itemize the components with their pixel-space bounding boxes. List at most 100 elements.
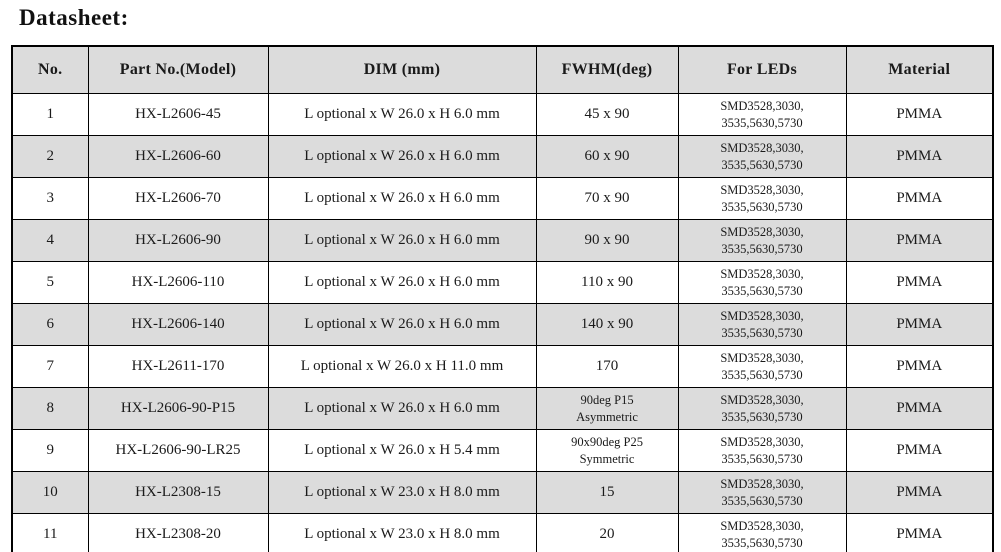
leds-line: 3535,5630,5730 — [721, 283, 803, 298]
leds-line: 3535,5630,5730 — [721, 157, 803, 172]
table-row: 1 HX-L2606-45 L optional x W 26.0 x H 6.0 … — [11, 93, 994, 136]
cell-fwhm: 170 — [535, 345, 679, 388]
cell-fwhm: 20 — [535, 513, 679, 552]
cell-no: 11 — [11, 513, 89, 552]
cell-dim: L optional x W 23.0 x H 8.0 mm — [267, 471, 537, 514]
cell-fwhm: 45 x 90 — [535, 93, 679, 136]
leds-line: 3535,5630,5730 — [721, 367, 803, 382]
column-header: FWHM(deg) — [535, 45, 679, 94]
leds-line: SMD3528,3030, — [720, 98, 804, 113]
cell-material: PMMA — [845, 429, 994, 472]
leds-line: 3535,5630,5730 — [721, 241, 803, 256]
cell-fwhm: 15 — [535, 471, 679, 514]
cell-part: HX-L2606-140 — [87, 303, 269, 346]
cell-part: HX-L2308-20 — [87, 513, 269, 552]
leds-line: SMD3528,3030, — [720, 392, 804, 407]
cell-no: 9 — [11, 429, 89, 472]
cell-leds: SMD3528,3030, 3535,5630,5730 — [677, 177, 847, 220]
cell-no: 5 — [11, 261, 89, 304]
leds-line: SMD3528,3030, — [720, 182, 804, 197]
table-row: 9 HX-L2606-90-LR25 L optional x W 26.0 x H… — [11, 429, 994, 472]
cell-fwhm: 90deg P15 Asymmetric — [535, 387, 679, 430]
cell-dim: L optional x W 26.0 x H 6.0 mm — [267, 219, 537, 262]
cell-part: HX-L2611-170 — [87, 345, 269, 388]
cell-dim: L optional x W 26.0 x H 11.0 mm — [267, 345, 537, 388]
column-header: Material — [845, 45, 994, 94]
leds-line: SMD3528,3030, — [720, 350, 804, 365]
datasheet-table: No. Part No.(Model) DIM (mm) FWHM(deg) For L… — [11, 45, 994, 552]
cell-material: PMMA — [845, 219, 994, 262]
cell-material: PMMA — [845, 303, 994, 346]
cell-leds: SMD3528,3030, 3535,5630,5730 — [677, 387, 847, 430]
leds-line: SMD3528,3030, — [720, 140, 804, 155]
cell-no: 1 — [11, 93, 89, 136]
cell-dim: L optional x W 26.0 x H 6.0 mm — [267, 303, 537, 346]
cell-part: HX-L2606-70 — [87, 177, 269, 220]
leds-line: SMD3528,3030, — [720, 434, 804, 449]
cell-fwhm: 60 x 90 — [535, 135, 679, 178]
table-row: 6 HX-L2606-140 L optional x W 26.0 x H 6.0… — [11, 303, 994, 346]
leds-line: 3535,5630,5730 — [721, 199, 803, 214]
cell-dim: L optional x W 23.0 x H 8.0 mm — [267, 513, 537, 552]
cell-material: PMMA — [845, 345, 994, 388]
leds-line: SMD3528,3030, — [720, 308, 804, 323]
table-row: 2 HX-L2606-60 L optional x W 26.0 x H 6.0 … — [11, 135, 994, 178]
fwhm-line: Symmetric — [579, 451, 635, 466]
column-header: No. — [11, 45, 89, 94]
table-row: 8 HX-L2606-90-P15 L optional x W 26.0 x H … — [11, 387, 994, 430]
cell-fwhm: 90 x 90 — [535, 219, 679, 262]
leds-line: 3535,5630,5730 — [721, 115, 803, 130]
cell-no: 4 — [11, 219, 89, 262]
leds-line: SMD3528,3030, — [720, 476, 804, 491]
table-header-row: No. Part No.(Model) DIM (mm) FWHM(deg) For L… — [11, 45, 994, 94]
column-header: DIM (mm) — [267, 45, 537, 94]
cell-leds: SMD3528,3030, 3535,5630,5730 — [677, 303, 847, 346]
cell-part: HX-L2606-90-LR25 — [87, 429, 269, 472]
leds-line: 3535,5630,5730 — [721, 409, 803, 424]
table-row: 4 HX-L2606-90 L optional x W 26.0 x H 6.0 … — [11, 219, 994, 262]
cell-no: 3 — [11, 177, 89, 220]
cell-no: 10 — [11, 471, 89, 514]
cell-leds: SMD3528,3030, 3535,5630,5730 — [677, 219, 847, 262]
cell-no: 2 — [11, 135, 89, 178]
cell-leds: SMD3528,3030, 3535,5630,5730 — [677, 429, 847, 472]
cell-part: HX-L2606-110 — [87, 261, 269, 304]
leds-line: 3535,5630,5730 — [721, 535, 803, 550]
leds-line: SMD3528,3030, — [720, 224, 804, 239]
cell-dim: L optional x W 26.0 x H 5.4 mm — [267, 429, 537, 472]
cell-dim: L optional x W 26.0 x H 6.0 mm — [267, 387, 537, 430]
cell-fwhm: 90x90deg P25 Symmetric — [535, 429, 679, 472]
fwhm-line: 90x90deg P25 — [571, 434, 643, 449]
cell-leds: SMD3528,3030, 3535,5630,5730 — [677, 471, 847, 514]
table-body: 1 HX-L2606-45 L optional x W 26.0 x H 6.0 … — [11, 93, 994, 552]
cell-no: 7 — [11, 345, 89, 388]
cell-material: PMMA — [845, 135, 994, 178]
leds-line: 3535,5630,5730 — [721, 451, 803, 466]
table-row: 7 HX-L2611-170 L optional x W 26.0 x H 11.… — [11, 345, 994, 388]
table-row: 10 HX-L2308-15 L optional x W 23.0 x H 8.0… — [11, 471, 994, 514]
cell-dim: L optional x W 26.0 x H 6.0 mm — [267, 177, 537, 220]
cell-no: 6 — [11, 303, 89, 346]
column-header: Part No.(Model) — [87, 45, 269, 94]
cell-leds: SMD3528,3030, 3535,5630,5730 — [677, 345, 847, 388]
cell-material: PMMA — [845, 261, 994, 304]
cell-leds: SMD3528,3030, 3535,5630,5730 — [677, 513, 847, 552]
cell-fwhm: 140 x 90 — [535, 303, 679, 346]
cell-part: HX-L2606-45 — [87, 93, 269, 136]
cell-fwhm: 70 x 90 — [535, 177, 679, 220]
page-title: Datasheet: — [19, 5, 129, 30]
leds-line: 3535,5630,5730 — [721, 325, 803, 340]
cell-fwhm: 110 x 90 — [535, 261, 679, 304]
cell-part: HX-L2308-15 — [87, 471, 269, 514]
cell-no: 8 — [11, 387, 89, 430]
cell-leds: SMD3528,3030, 3535,5630,5730 — [677, 261, 847, 304]
leds-line: 3535,5630,5730 — [721, 493, 803, 508]
cell-material: PMMA — [845, 93, 994, 136]
leds-line: SMD3528,3030, — [720, 266, 804, 281]
leds-line: SMD3528,3030, — [720, 518, 804, 533]
table-row: 3 HX-L2606-70 L optional x W 26.0 x H 6.0 … — [11, 177, 994, 220]
cell-material: PMMA — [845, 177, 994, 220]
cell-part: HX-L2606-90-P15 — [87, 387, 269, 430]
column-header: For LEDs — [677, 45, 847, 94]
